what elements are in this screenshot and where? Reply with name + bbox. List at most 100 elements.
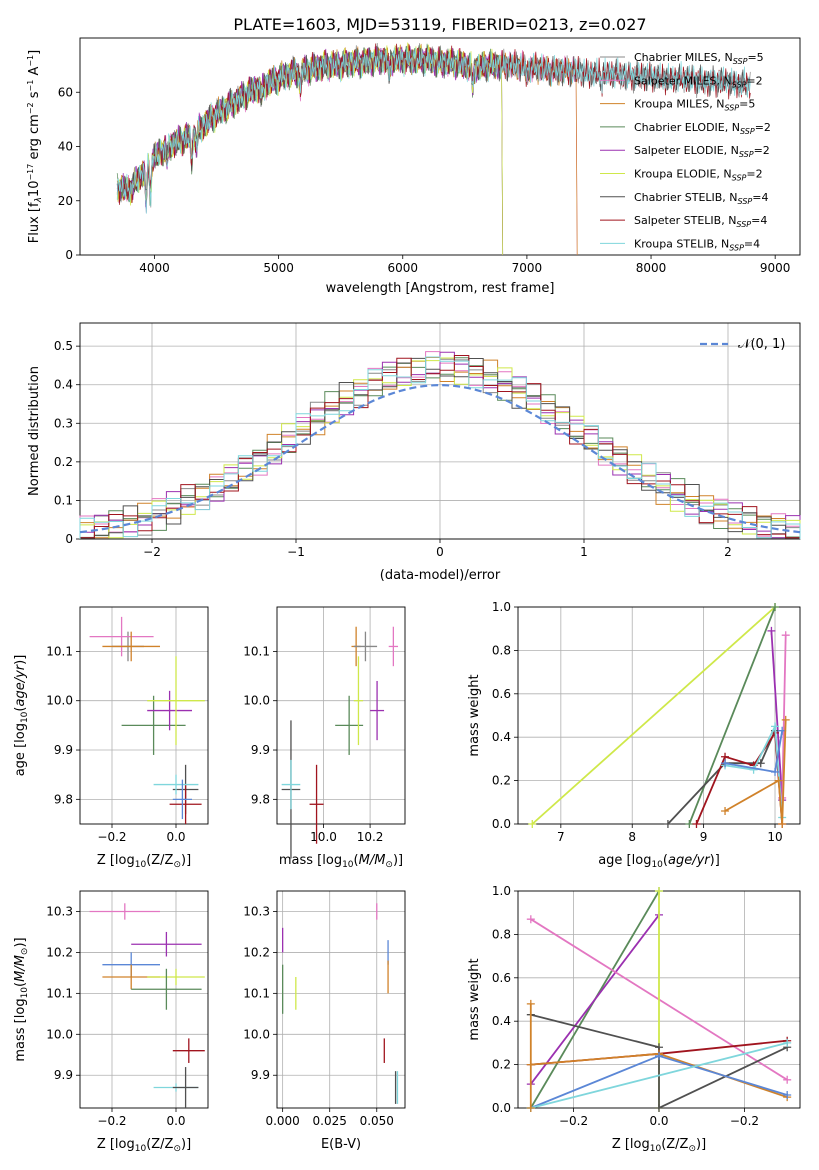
x-axis-label: age [log10(age/yr)] [598,853,720,870]
x-tick-label: 10 [767,830,782,844]
weight-line [770,630,784,801]
plot-frame [79,890,209,1109]
residuals-axes: −2 −1 0 1 2 0 0.1 0.2 0.3 0.4 0.5 [54,322,801,559]
weight-marker [778,820,787,828]
x-tick-label: 4000 [139,261,170,275]
weight-marker [781,631,790,640]
y-tick-label: 10.3 [243,904,270,918]
weight-marker [767,626,776,635]
weight-line [667,730,776,825]
x-axis-label: (data-model)/error [380,568,501,583]
y-tick-label: 10.0 [46,694,73,708]
y-axis-label: mass weight [467,958,482,1040]
weight-marker [771,603,780,611]
x-axis-label: wavelength [Angstrom, rest frame] [326,281,555,296]
age_vs_Z-points [89,616,205,824]
x-axis-label: Z [log10(Z/Z⊙)] [97,853,191,870]
y-tick-label: 10.0 [46,1027,73,1041]
x-tick-label: 7 [557,830,565,844]
weight-marker [526,1104,535,1112]
y-tick-label: 0.4 [492,1014,511,1028]
y-tick-label: 1.0 [492,600,511,614]
x-axis-label: mass [log10(M/M⊙)] [279,853,403,870]
weight-marker [663,820,672,828]
histogram-series [79,355,801,539]
y-tick-label: 20 [58,194,73,208]
age_vs_mass-axes: 10.0 10.2 9.8 9.9 10.0 10.1 [243,606,406,844]
figure-title: PLATE=1603, MJD=53119, FIBERID=0213, z=0… [233,15,646,34]
y-axis-label: Normed distribution [27,366,42,496]
y-axis-label: age [log10(age/yr)] [13,655,30,777]
plot-frame [276,890,406,1109]
histogram-series [79,356,801,539]
x-tick-label: 1 [580,545,588,559]
mass_vs_ebv-points [281,903,399,1104]
weight-line [781,635,787,799]
weight-line [724,719,787,825]
y-tick-label: 10.1 [46,986,73,1000]
weight_vs_Z-series [526,887,792,1112]
weight-marker [526,999,535,1008]
y-axis-label: Flux [fλ10−17 erg cm−2 s−1 A−1] [26,50,44,243]
weight-marker [771,767,780,776]
y-tick-label: 40 [58,140,73,154]
weight-marker [781,715,790,724]
y-tick-label: 0.6 [492,971,511,985]
weight-line [531,606,776,825]
x-tick-label: 7000 [512,261,543,275]
spectrum-axes: 4000 5000 6000 7000 8000 9000 0 20 40 60 [58,37,801,275]
histograms [79,351,801,539]
y-tick-label: 0.3 [54,416,73,430]
spectrum-lines [116,42,751,255]
weight-marker [721,759,730,768]
plot-frame [276,606,406,825]
x-tick-label: 0.0 [166,830,185,844]
x-tick-label: 0.000 [265,1114,299,1128]
y-tick-label: 0.6 [492,687,511,701]
y-tick-label: 0.0 [492,1101,511,1115]
y-tick-label: 0.8 [492,927,511,941]
x-tick-label: 6000 [387,261,418,275]
weight-marker [783,1075,792,1084]
legend-entry: 𝒩(0, 1) [738,337,785,352]
x-tick-label: −2 [143,545,161,559]
legend-entry: Kroupa STELIB, NSSP=4 [634,237,760,252]
legend-entry: Chabrier STELIB, NSSP=4 [634,191,768,206]
weight-marker [692,820,701,828]
weight-marker [655,887,663,895]
weight-marker [749,765,758,774]
weight-line [530,1042,788,1109]
y-tick-label: 10.2 [46,945,73,959]
legend-entry: Kroupa ELODIE, NSSP=2 [634,168,763,183]
y-tick-label: 10.1 [243,644,270,658]
y-tick-label: 0.2 [492,1058,511,1072]
plot-frame [517,606,801,825]
plot-frame [79,606,209,825]
weight-line [695,730,784,825]
weight-marker [685,820,694,828]
weight-line [688,606,776,825]
mass_vs_Z-points [89,903,205,1108]
weight-marker [721,806,730,815]
y-tick-label: 10.3 [46,904,73,918]
y-axis-label: mass [log10(M/M⊙)] [13,937,30,1061]
y-tick-label: 60 [58,85,73,99]
weight-marker [774,776,783,785]
y-tick-label: 9.8 [251,792,270,806]
weight-marker [783,1038,792,1047]
age_vs_Z-axes: −0.2 0.0 9.8 9.9 10.0 10.1 [46,606,209,844]
y-tick-label: 0 [65,532,73,546]
legend-entry: Salpeter MILES, NSSP=2 [634,74,763,89]
plot-frame [79,322,801,540]
spectrum-line [117,45,578,255]
x-axis-label: Z [log10(Z/Z⊙)] [97,1137,191,1154]
y-tick-label: 9.8 [54,792,73,806]
weight-marker [783,1090,792,1099]
x-tick-label: 9000 [760,261,791,275]
x-tick-label: 0 [436,545,444,559]
y-tick-label: 0 [65,248,73,262]
y-tick-label: 9.9 [54,1068,73,1082]
x-tick-label: 0.025 [313,1114,347,1128]
y-axis-label: mass weight [467,674,482,756]
